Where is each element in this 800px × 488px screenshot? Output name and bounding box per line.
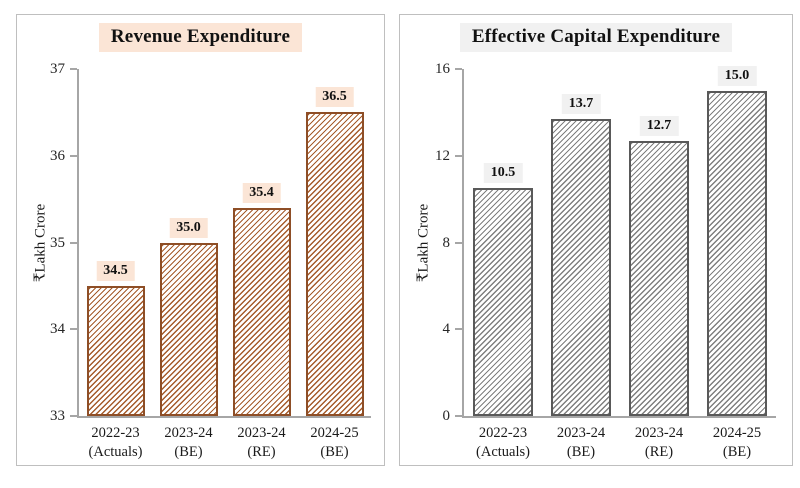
chart-title: Revenue Expenditure: [98, 23, 303, 52]
chart-title-row: Revenue Expenditure: [17, 23, 384, 52]
chart-title: Effective Capital Expenditure: [459, 23, 733, 52]
x-category-label-line: 2022-23: [91, 425, 140, 441]
x-category-label: 2022-23 (Actuals): [75, 424, 156, 462]
x-category-label-line: (RE): [644, 444, 674, 460]
bar-value-label: 35.0: [169, 217, 208, 238]
x-axis-line: [462, 416, 776, 418]
bar-value-label: 15.0: [717, 65, 757, 86]
revenue-expenditure-chart: Revenue Expenditure ₹Lakh Crore 37 36 35 34…: [16, 14, 385, 466]
x-category-label: 2023-24 (BE): [148, 424, 229, 462]
y-axis-line: [462, 69, 464, 418]
x-category-label-line: 2023-24: [237, 425, 286, 441]
x-category-label: 2023-24 (RE): [221, 424, 302, 462]
x-axis-line: [77, 416, 371, 418]
chart-title-row: Effective Capital Expenditure: [400, 23, 792, 52]
y-tick-label: 33: [50, 408, 65, 424]
y-tick: [455, 328, 462, 331]
x-category-label-line: 2023-24: [634, 425, 684, 441]
y-tick-label: 35: [50, 234, 65, 251]
y-tick-label: 37: [50, 61, 65, 77]
y-tick-label: 0: [442, 408, 451, 424]
x-category-label-line: (Actuals): [88, 444, 143, 460]
x-category-label-line: (BE): [320, 444, 349, 460]
y-tick-label: 16: [435, 61, 450, 77]
bar: [629, 140, 689, 416]
x-category-label: 2023-24 (RE): [616, 424, 702, 462]
y-tick: [70, 415, 77, 417]
y-tick: [70, 154, 77, 157]
bar: [86, 285, 145, 416]
y-tick: [455, 241, 462, 244]
x-category-label: 2024-25 (BE): [694, 424, 780, 462]
y-tick-label: 12: [435, 147, 450, 164]
y-tick: [70, 241, 77, 244]
y-tick: [70, 68, 77, 70]
bar: [707, 90, 767, 416]
effective-capital-expenditure-chart: Effective Capital Expenditure ₹Lakh Cror…: [399, 14, 793, 466]
bar-value-label: 13.7: [561, 93, 601, 114]
y-tick-label: 36: [50, 147, 65, 164]
x-category-label-line: 2023-24: [164, 425, 213, 441]
bar-value-label: 12.7: [639, 115, 679, 136]
plot-area: 16 12 8 4 0 10.5 2022-23 (Actuals) 13.7 2023-24 (B…: [400, 15, 792, 465]
x-category-label-line: (RE): [247, 444, 276, 460]
bar: [473, 188, 533, 416]
bar: [551, 118, 611, 416]
plot-area: 37 36 35 34 33 34.5 2022-23 (Actuals) 35.0 2023-2…: [17, 15, 384, 465]
bar-value-label: 36.5: [315, 87, 354, 108]
x-category-label: 2023-24 (BE): [538, 424, 624, 462]
x-category-label: 2024-25 (BE): [294, 424, 375, 462]
y-axis-line: [77, 69, 79, 418]
bar-value-label: 10.5: [483, 163, 523, 184]
y-tick: [455, 68, 462, 70]
bar: [159, 242, 218, 416]
bar: [232, 207, 291, 416]
x-category-label: 2022-23 (Actuals): [460, 424, 546, 462]
x-category-label-line: 2024-25: [310, 425, 359, 441]
x-category-label-line: 2023-24: [556, 425, 606, 441]
x-category-label-line: 2024-25: [712, 425, 762, 441]
y-tick-label: 34: [50, 321, 65, 338]
bar-value-label: 34.5: [96, 260, 135, 281]
x-category-label-line: (BE): [566, 444, 596, 460]
y-tick: [70, 328, 77, 331]
bar: [305, 112, 364, 416]
y-tick: [455, 415, 462, 417]
y-tick: [455, 154, 462, 157]
x-category-label-line: (BE): [722, 444, 752, 460]
x-category-label-line: 2022-23: [478, 425, 528, 441]
y-tick-label: 4: [442, 321, 451, 338]
bar-value-label: 35.4: [242, 182, 281, 203]
y-tick-label: 8: [442, 234, 451, 251]
x-category-label-line: (Actuals): [476, 444, 530, 460]
x-category-label-line: (BE): [174, 444, 203, 460]
